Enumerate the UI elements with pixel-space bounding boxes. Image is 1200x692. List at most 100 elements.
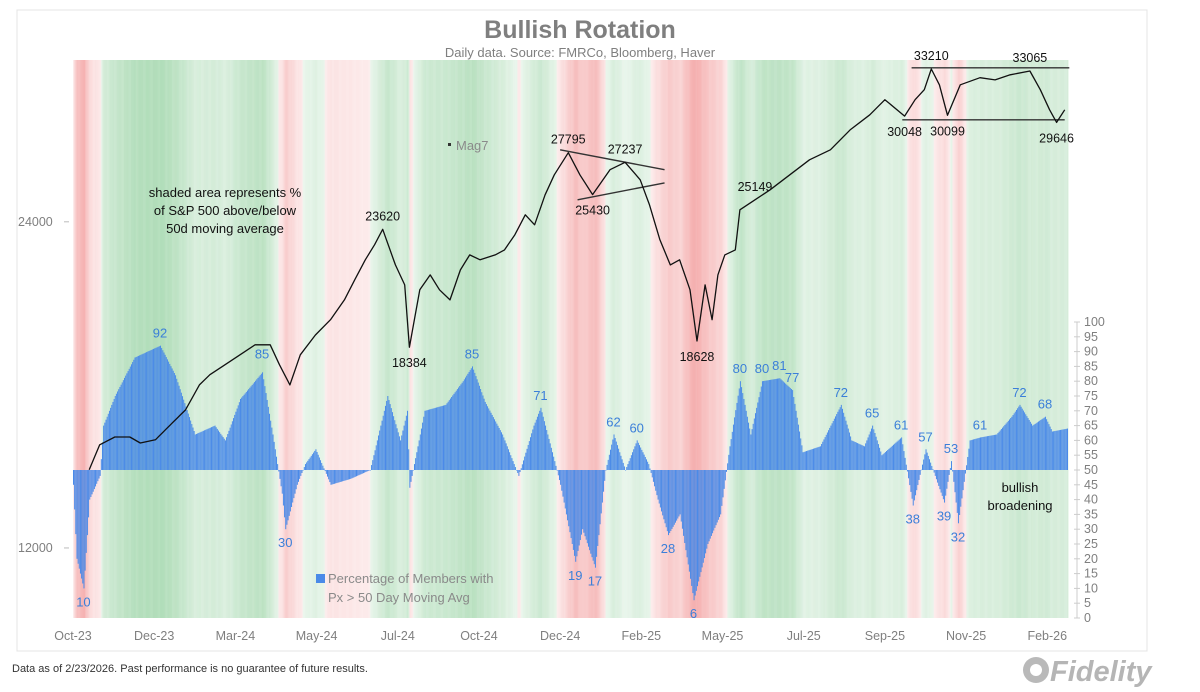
- breadth-bar: [549, 443, 551, 470]
- shade-strip: [492, 60, 495, 618]
- breadth-bar: [590, 470, 592, 554]
- shade-strip: [382, 60, 385, 618]
- shade-strip: [714, 60, 716, 618]
- breadth-bar: [332, 470, 334, 485]
- breadth-bar: [772, 379, 774, 470]
- right-tick-label: 15: [1084, 567, 1098, 581]
- breadth-bar: [1000, 429, 1002, 470]
- breadth-bar: [245, 391, 247, 470]
- right-tick-label: 90: [1084, 345, 1098, 359]
- shade-strip: [337, 60, 340, 618]
- breadth-bar: [329, 470, 331, 483]
- breadth-bar: [701, 470, 703, 568]
- shade-strip: [663, 60, 665, 618]
- breadth-bar: [316, 452, 318, 470]
- breadth-bar: [966, 465, 968, 470]
- shade-strip: [561, 60, 563, 618]
- data-labels: 2362018384277952723725430186282514933210…: [76, 49, 1074, 621]
- shade-strip: [144, 60, 147, 618]
- breadth-bar: [79, 470, 81, 574]
- shade-strip: [626, 60, 628, 618]
- breadth-bar: [668, 470, 669, 536]
- shade-strip: [809, 60, 812, 618]
- breadth-bar: [279, 470, 281, 479]
- breadth-bar: [303, 467, 305, 470]
- shade-strip: [90, 60, 92, 618]
- breadth-bar: [944, 470, 946, 503]
- breadth-bar: [425, 410, 427, 470]
- shade-strip: [78, 60, 81, 618]
- shade-strip: [953, 60, 955, 618]
- breadth-bar: [817, 447, 819, 470]
- breadth-bar: [946, 470, 948, 489]
- breadth-bar: [185, 406, 187, 470]
- breadth-bar: [194, 434, 196, 470]
- shade-strip: [771, 60, 773, 618]
- breadth-bar: [404, 420, 406, 470]
- shade-strip: [446, 60, 449, 618]
- breadth-bar: [543, 421, 545, 470]
- shade-strip: [1056, 60, 1059, 618]
- breadth-bar: [911, 470, 913, 499]
- breadth-bar: [1003, 426, 1005, 470]
- shade-strip: [758, 60, 761, 618]
- shade-strip: [168, 60, 170, 618]
- shade-strip: [417, 60, 420, 618]
- shade-strip: [411, 60, 414, 618]
- breadth-label: 6: [690, 606, 697, 621]
- breadth-bar: [616, 445, 618, 470]
- breadth-bar: [922, 464, 924, 470]
- shade-strip: [549, 60, 552, 618]
- breadth-bar: [899, 438, 901, 470]
- breadth-bar: [690, 470, 692, 579]
- breadth-bar: [608, 454, 610, 470]
- shade-strip: [173, 60, 176, 618]
- breadth-bar: [702, 470, 704, 563]
- shade-strip: [708, 60, 711, 618]
- shade-strip: [95, 60, 97, 618]
- shade-strip: [106, 60, 109, 618]
- shade-strip: [1046, 60, 1048, 618]
- breadth-bar: [382, 415, 384, 470]
- breadth-bar: [483, 398, 485, 470]
- breadth-bar: [703, 470, 705, 559]
- breadth-bar: [446, 403, 448, 470]
- svg-text:shaded area represents %: shaded area represents %: [149, 185, 302, 200]
- breadth-bar: [233, 418, 235, 470]
- shade-strip: [859, 60, 861, 618]
- breadth-bar: [416, 452, 418, 470]
- breadth-bar: [910, 470, 912, 492]
- breadth-bar: [976, 438, 978, 470]
- shade-strip: [475, 60, 478, 618]
- shade-strip: [683, 60, 685, 618]
- svg-text:Percentage of Members with: Percentage of Members with: [328, 571, 493, 586]
- shade-strip: [787, 60, 790, 618]
- shade-strip: [216, 60, 219, 618]
- shade-strip: [1067, 60, 1069, 618]
- shade-strip: [645, 60, 648, 618]
- breadth-bar: [606, 464, 608, 470]
- shade-strip: [603, 60, 605, 618]
- shade-strip: [882, 60, 885, 618]
- breadth-bar: [651, 470, 653, 478]
- breadth-bar: [1032, 425, 1034, 470]
- breadth-bar: [550, 447, 552, 470]
- breadth-bar: [292, 470, 294, 503]
- shade-strip: [379, 60, 381, 618]
- breadth-bar: [534, 422, 536, 470]
- svg-text:Mag7: Mag7: [456, 138, 489, 153]
- breadth-bar: [926, 452, 928, 470]
- shade-strip: [613, 60, 616, 618]
- breadth-bar: [128, 368, 130, 470]
- shade-strip: [905, 60, 908, 618]
- shade-strip: [837, 60, 839, 618]
- shade-strip: [352, 60, 355, 618]
- right-tick-label: 30: [1084, 522, 1098, 536]
- breadth-bar: [246, 390, 248, 470]
- shade-strip: [917, 60, 919, 618]
- breadth-bar: [712, 470, 714, 534]
- breadth-bar: [833, 418, 835, 470]
- breadth-bar: [393, 416, 395, 470]
- shade-strip: [125, 60, 127, 618]
- breadth-bar: [751, 429, 753, 470]
